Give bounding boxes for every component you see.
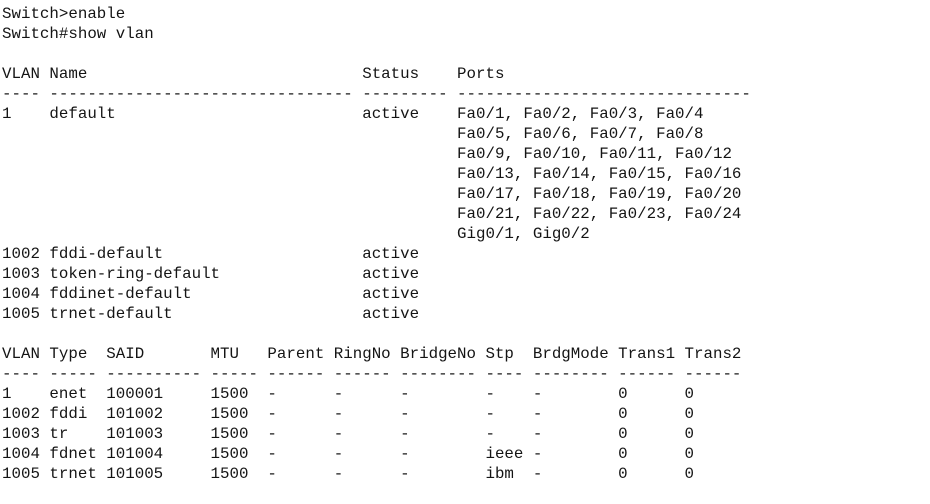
vlan-type-row-1002: 1002 fddi 101002 1500 - - - - - 0 0 — [2, 405, 695, 423]
vlan-status-table-separator: ---- -------------------------------- --… — [2, 85, 751, 103]
vlan-row-1002: 1002 fddi-default active — [2, 245, 420, 263]
vlan-row-1: 1 default active Fa0/1, Fa0/2, Fa0/3, Fa… — [2, 105, 704, 123]
vlan-row-1-ports-cont-1: Fa0/5, Fa0/6, Fa0/7, Fa0/8 — [2, 125, 704, 143]
vlan-type-row-1003: 1003 tr 101003 1500 - - - - - 0 0 — [2, 425, 695, 443]
vlan-type-table-separator: ---- ----- ---------- ----- ------ -----… — [2, 365, 742, 383]
blank-line-1 — [2, 44, 930, 64]
vlan-status-table-header: VLAN Name Status Ports — [2, 65, 505, 83]
vlan-row-1003: 1003 token-ring-default active — [2, 265, 420, 283]
vlan-type-row-1004: 1004 fdnet 101004 1500 - - - ieee - 0 0 — [2, 445, 695, 463]
vlan-row-1-ports-cont-5: Fa0/21, Fa0/22, Fa0/23, Fa0/24 — [2, 205, 742, 223]
vlan-type-row-1: 1 enet 100001 1500 - - - - - 0 0 — [2, 385, 695, 403]
vlan-row-1-ports-cont-4: Fa0/17, Fa0/18, Fa0/19, Fa0/20 — [2, 185, 742, 203]
vlan-row-1-ports-cont-2: Fa0/9, Fa0/10, Fa0/11, Fa0/12 — [2, 145, 732, 163]
vlan-type-row-1005: 1005 trnet 101005 1500 - - - ibm - 0 0 — [2, 465, 695, 483]
vlan-row-1-ports-cont-6: Gig0/1, Gig0/2 — [2, 225, 590, 243]
command-line-enable: Switch>enable — [2, 5, 126, 23]
command-line-show-vlan: Switch#show vlan — [2, 25, 154, 43]
vlan-type-table-header: VLAN Type SAID MTU Parent RingNo BridgeN… — [2, 345, 742, 363]
vlan-row-1004: 1004 fddinet-default active — [2, 285, 420, 303]
vlan-row-1-ports-cont-3: Fa0/13, Fa0/14, Fa0/15, Fa0/16 — [2, 165, 742, 183]
vlan-row-1005: 1005 trnet-default active — [2, 305, 420, 323]
blank-line-2 — [2, 324, 930, 344]
